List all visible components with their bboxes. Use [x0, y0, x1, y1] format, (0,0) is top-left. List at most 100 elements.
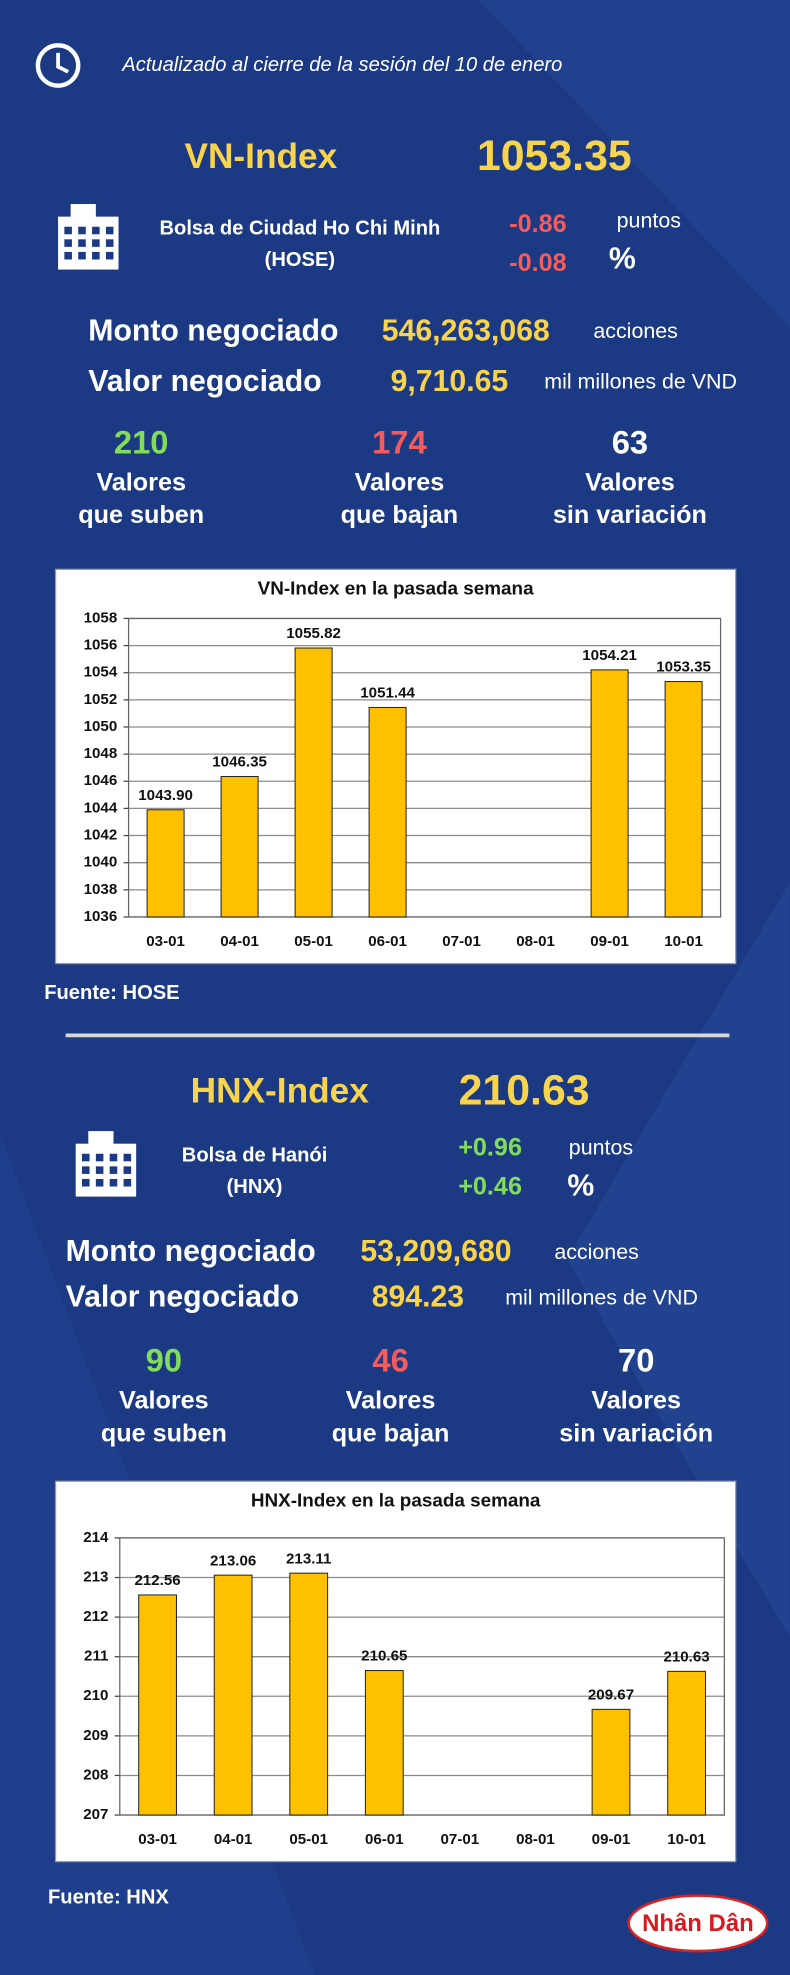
y-tick-label: 1044 [84, 799, 118, 816]
x-tick-label: 10-01 [667, 1831, 706, 1848]
clock-hands [56, 52, 69, 74]
change-percent: +0.46 [458, 1172, 522, 1200]
change-points: -0.86 [509, 210, 566, 238]
y-tick-label: 212 [83, 1608, 108, 1625]
building-window [81, 1166, 90, 1174]
exchange-code: (HNX) [227, 1176, 283, 1198]
bg-shape [566, 881, 790, 1638]
y-tick-label: 1042 [84, 827, 118, 844]
volume-label: Monto negociado [66, 1235, 316, 1268]
chart-title: VN-Index en la pasada semana [258, 578, 534, 599]
value-label: 213.06 [210, 1552, 256, 1569]
value-label: 210.63 [663, 1648, 709, 1665]
x-tick-label: 04-01 [220, 933, 259, 950]
volume: 53,209,680 [360, 1235, 511, 1268]
building-icon [70, 204, 96, 222]
stat-label: que suben [78, 501, 204, 529]
building-window [95, 1153, 104, 1162]
y-tick-label: 211 [84, 1648, 108, 1665]
stat-count: 63 [612, 423, 648, 460]
x-tick-label: 06-01 [365, 1831, 404, 1848]
change-points: +0.96 [458, 1133, 522, 1161]
volume: 546,263,068 [382, 315, 550, 348]
value-label: 1054.21 [582, 647, 637, 664]
index-value: 1053.35 [477, 132, 632, 180]
volume-label: Monto negociado [88, 315, 338, 348]
building-window [109, 1153, 118, 1162]
building-window [81, 1178, 90, 1187]
bar [220, 776, 259, 918]
building-window [105, 239, 114, 247]
x-tick-label: 07-01 [442, 933, 481, 950]
points-unit: puntos [569, 1135, 633, 1159]
percent-unit: % [567, 1170, 594, 1203]
value-label: 1055.82 [286, 625, 341, 642]
x-tick-label: 10-01 [664, 933, 703, 950]
value-label: 213.11 [286, 1550, 331, 1567]
stat-count: 174 [372, 423, 427, 460]
logo-badge [627, 1894, 769, 1953]
building-window [95, 1178, 104, 1187]
bar [364, 1670, 404, 1816]
value-label: 1043.90 [138, 787, 193, 804]
exchange-name: Bolsa de Hanói [182, 1145, 328, 1167]
building-window [81, 1153, 90, 1162]
logo: Nhân Dân [642, 1910, 754, 1937]
y-tick-label: 1052 [84, 691, 118, 708]
stat-count: 70 [618, 1342, 654, 1379]
bar [590, 669, 629, 918]
bar [213, 1574, 253, 1816]
building-window [78, 239, 86, 247]
percent-unit: % [609, 243, 636, 276]
y-tick-label: 210 [83, 1687, 108, 1704]
x-tick-label: 09-01 [592, 1831, 631, 1848]
value: 9,710.65 [391, 365, 509, 398]
y-tick-label: 1036 [84, 908, 118, 925]
y-tick-label: 213 [83, 1569, 108, 1586]
exchange-code: (HOSE) [265, 249, 336, 271]
building-window [95, 1166, 104, 1174]
y-tick-label: 1046 [84, 772, 118, 789]
y-tick-label: 1058 [84, 609, 118, 626]
bar [368, 706, 407, 918]
y-tick-label: 1040 [84, 854, 118, 871]
index-value: 210.63 [459, 1067, 590, 1115]
stat-count: 90 [146, 1342, 182, 1379]
stat-label: Valores [585, 468, 675, 496]
x-tick-label: 08-01 [516, 933, 555, 950]
building-window [92, 226, 100, 235]
value-unit: mil millones de VND [505, 1285, 698, 1309]
y-tick-label: 209 [83, 1727, 108, 1744]
building-window [109, 1178, 118, 1187]
y-tick-label: 214 [83, 1529, 109, 1546]
building-window [105, 251, 114, 260]
stat-label: Valores [355, 468, 445, 496]
building-window [123, 1178, 132, 1187]
exchange-name: Bolsa de Ciudad Ho Chi Minh [159, 218, 440, 240]
index-name: HNX-Index [191, 1072, 370, 1111]
y-tick-label: 1056 [84, 637, 118, 654]
building-window [64, 226, 72, 235]
bar [664, 681, 703, 918]
stat-label: Valores [346, 1387, 436, 1415]
building-window [109, 1166, 118, 1174]
building-window [123, 1166, 132, 1174]
value-label: Valor negociado [66, 1281, 299, 1314]
value-label: 210.65 [361, 1648, 407, 1665]
update-note: Actualizado al cierre de la sesión del 1… [121, 54, 562, 76]
building-window [64, 251, 72, 260]
stat-label: Valores [119, 1387, 209, 1415]
building-window [64, 239, 72, 247]
points-unit: puntos [617, 208, 681, 232]
x-tick-label: 05-01 [289, 1831, 328, 1848]
building-window [78, 251, 86, 260]
building-icon [88, 1131, 114, 1149]
stat-label: que suben [101, 1419, 227, 1447]
bg-shape [478, 0, 790, 328]
stat-count: 210 [114, 423, 169, 460]
bar [289, 1572, 329, 1816]
y-tick-label: 207 [83, 1806, 108, 1823]
source: Fuente: HOSE [44, 982, 179, 1004]
building-window [123, 1153, 132, 1162]
x-tick-label: 03-01 [146, 933, 185, 950]
